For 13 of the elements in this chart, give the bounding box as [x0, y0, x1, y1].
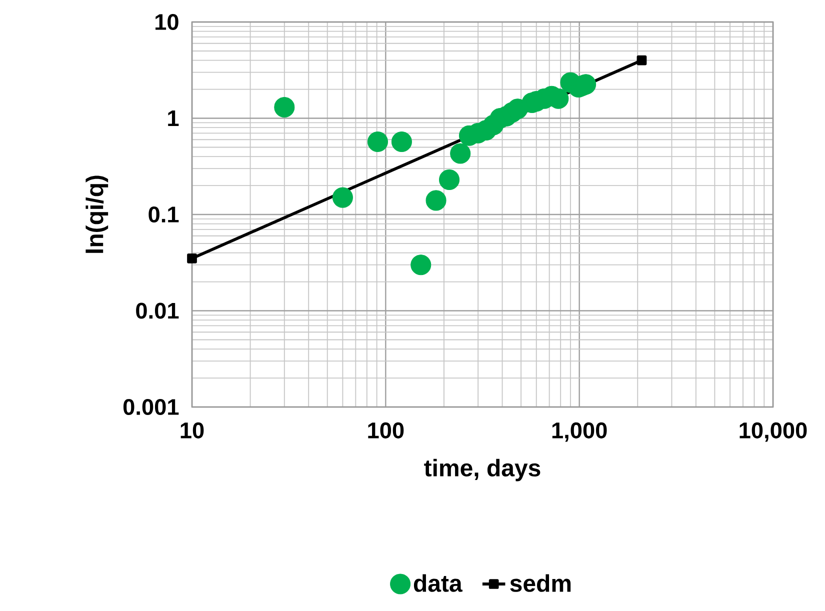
legend-label: sedm — [510, 574, 571, 592]
y-tick-label: 0.1 — [148, 206, 179, 223]
x-tick-label: 10,000 — [740, 422, 807, 442]
y-tick-label: 0.001 — [123, 398, 179, 416]
x-tick-label: 10 — [180, 422, 204, 438]
x-tick-label: 100 — [368, 422, 404, 438]
y-tick-label: 10 — [156, 14, 178, 30]
legend-label: data — [414, 574, 462, 592]
y-tick-label: 1 — [168, 110, 179, 126]
y-tick-label: 0.01 — [136, 302, 179, 319]
x-tick-label: 1,000 — [552, 422, 607, 442]
y-axis-title: ln(qi/q) — [86, 176, 108, 253]
x-axis-title: time, days — [424, 458, 540, 482]
